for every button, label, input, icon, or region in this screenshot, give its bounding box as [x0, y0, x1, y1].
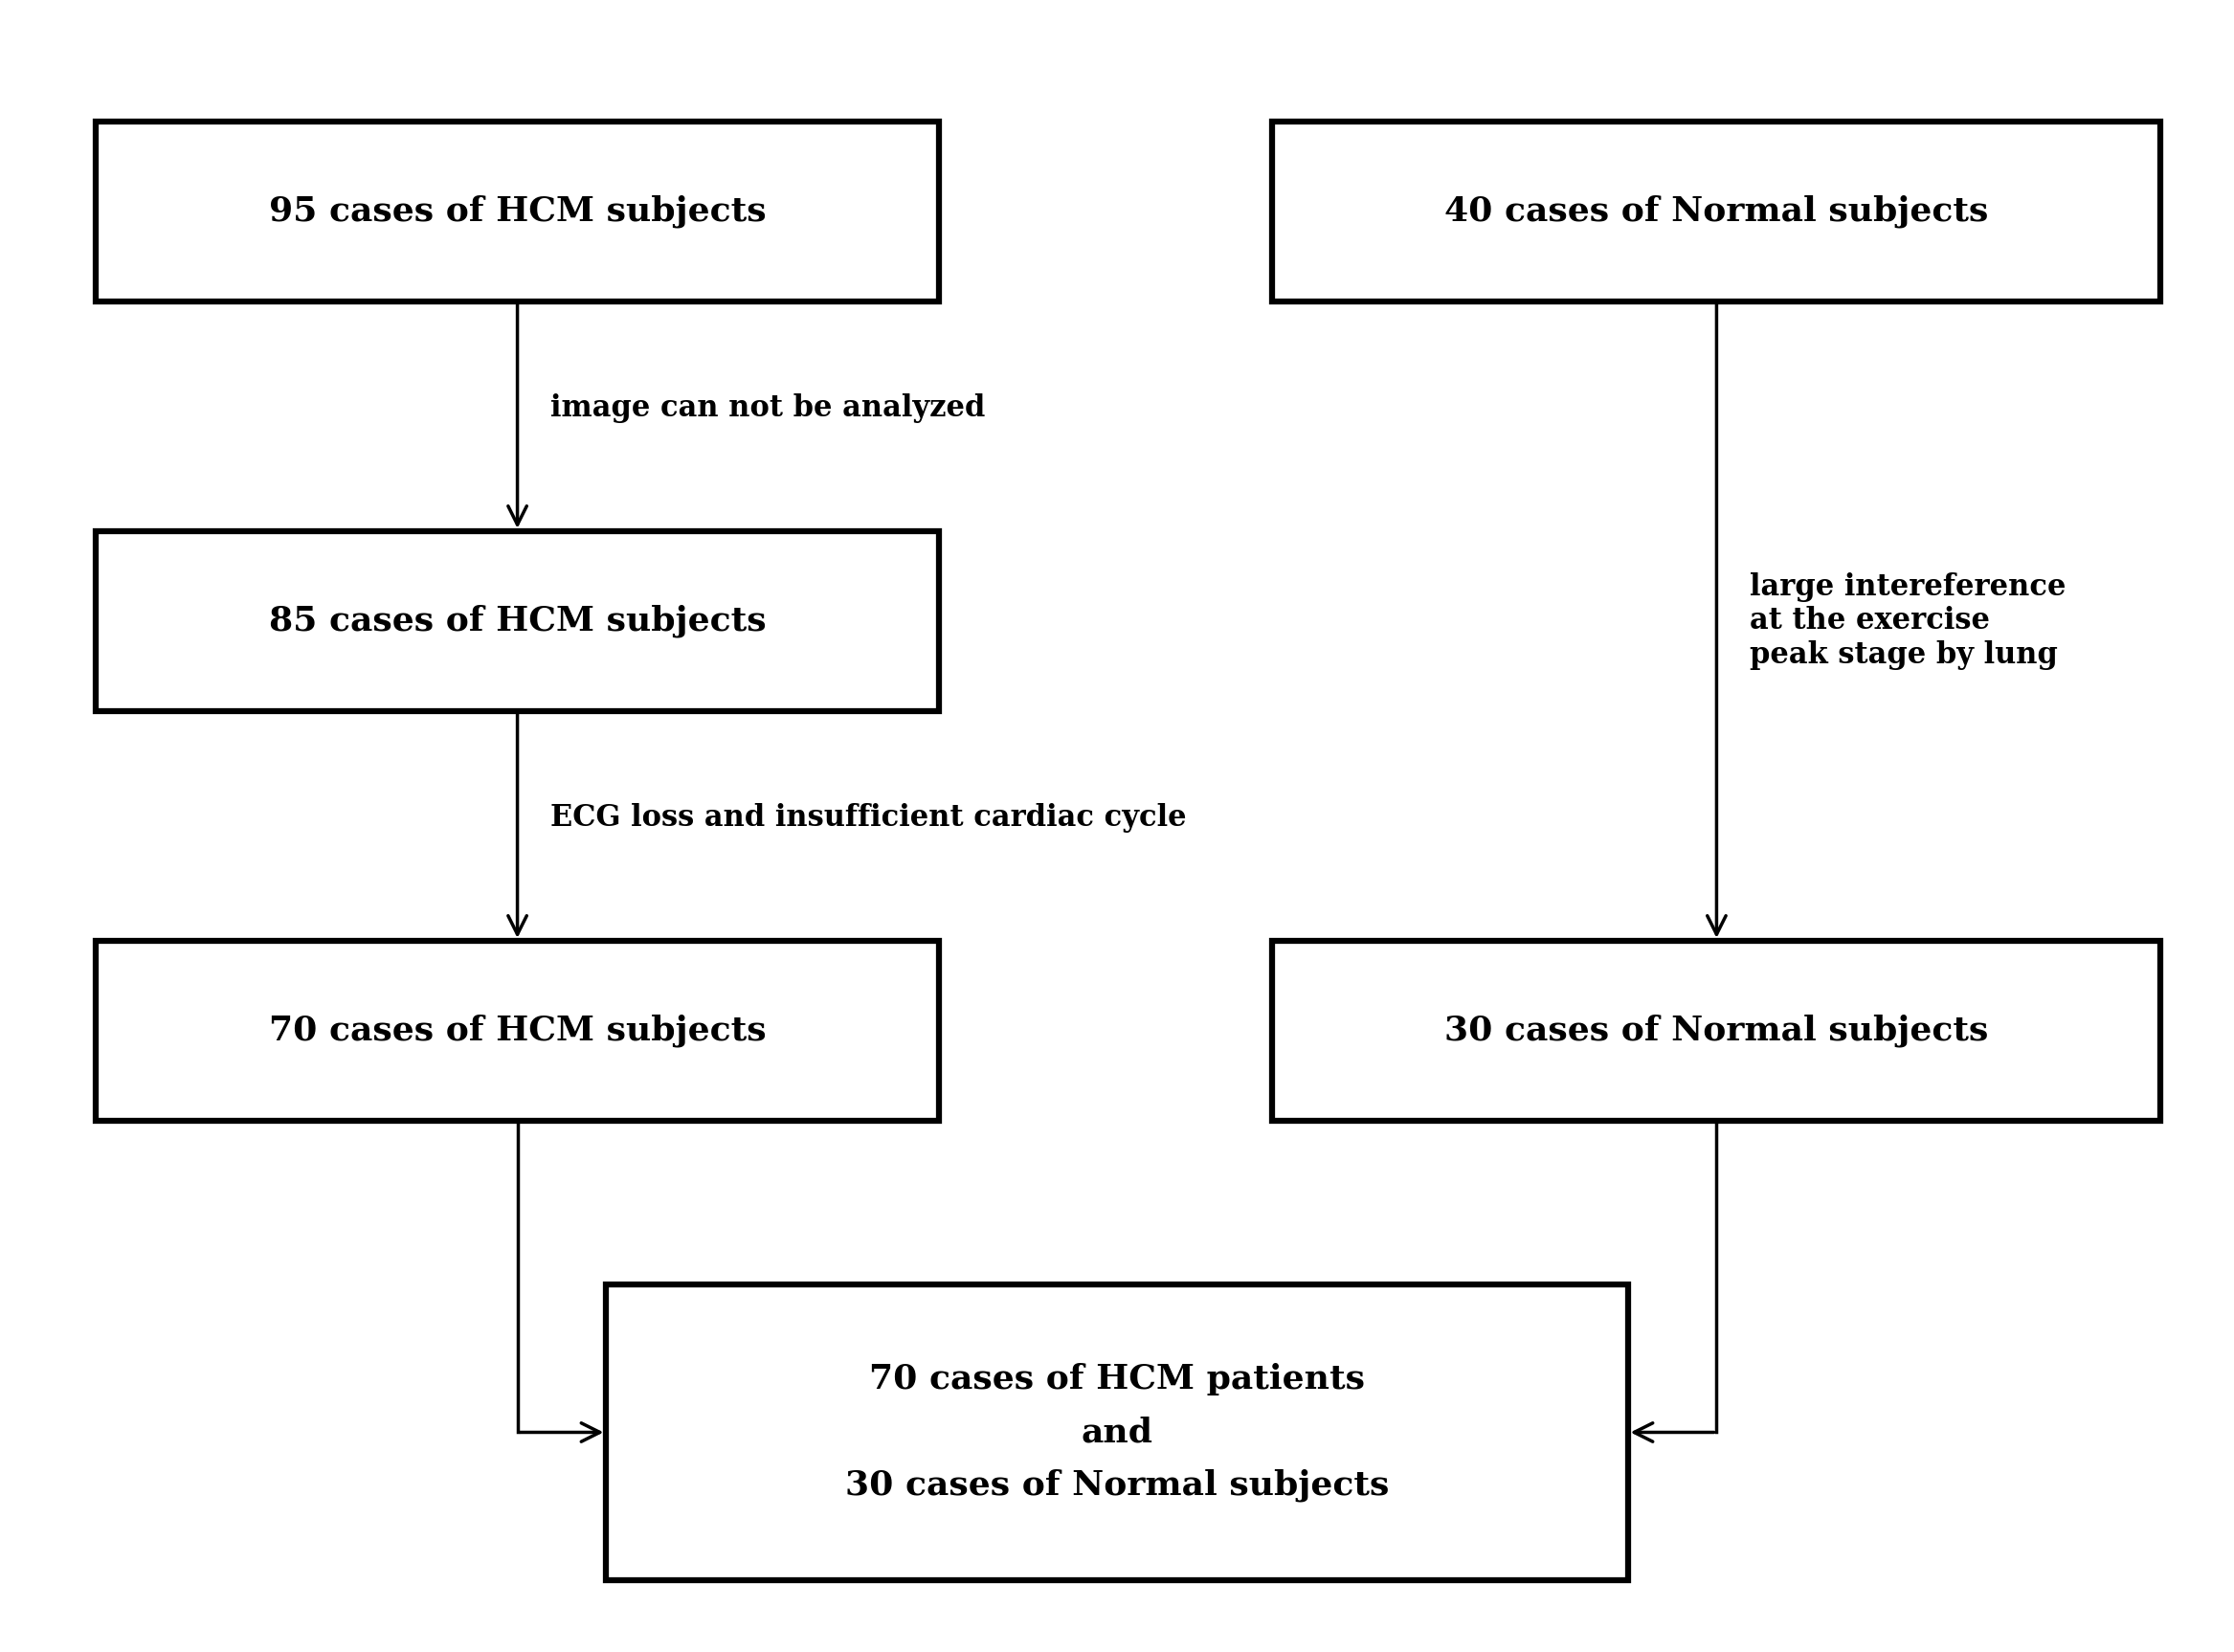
FancyBboxPatch shape [605, 1285, 1629, 1579]
Text: ECG loss and insufficient cardiac cycle: ECG loss and insufficient cardiac cycle [552, 803, 1186, 833]
FancyBboxPatch shape [96, 940, 938, 1122]
Text: 85 cases of HCM subjects: 85 cases of HCM subjects [268, 605, 766, 638]
FancyBboxPatch shape [1273, 121, 2160, 302]
FancyBboxPatch shape [1273, 940, 2160, 1122]
Text: 95 cases of HCM subjects: 95 cases of HCM subjects [268, 195, 766, 228]
FancyBboxPatch shape [96, 530, 938, 712]
Text: 70 cases of HCM subjects: 70 cases of HCM subjects [268, 1014, 766, 1047]
Text: 70 cases of HCM patients
and
30 cases of Normal subjects: 70 cases of HCM patients and 30 cases of… [844, 1363, 1390, 1502]
Text: 40 cases of Normal subjects: 40 cases of Normal subjects [1445, 195, 1988, 228]
Text: 30 cases of Normal subjects: 30 cases of Normal subjects [1445, 1014, 1988, 1047]
FancyBboxPatch shape [96, 121, 938, 302]
Text: large intereference
at the exercise
peak stage by lung: large intereference at the exercise peak… [1749, 572, 2066, 671]
Text: image can not be analyzed: image can not be analyzed [552, 393, 985, 423]
